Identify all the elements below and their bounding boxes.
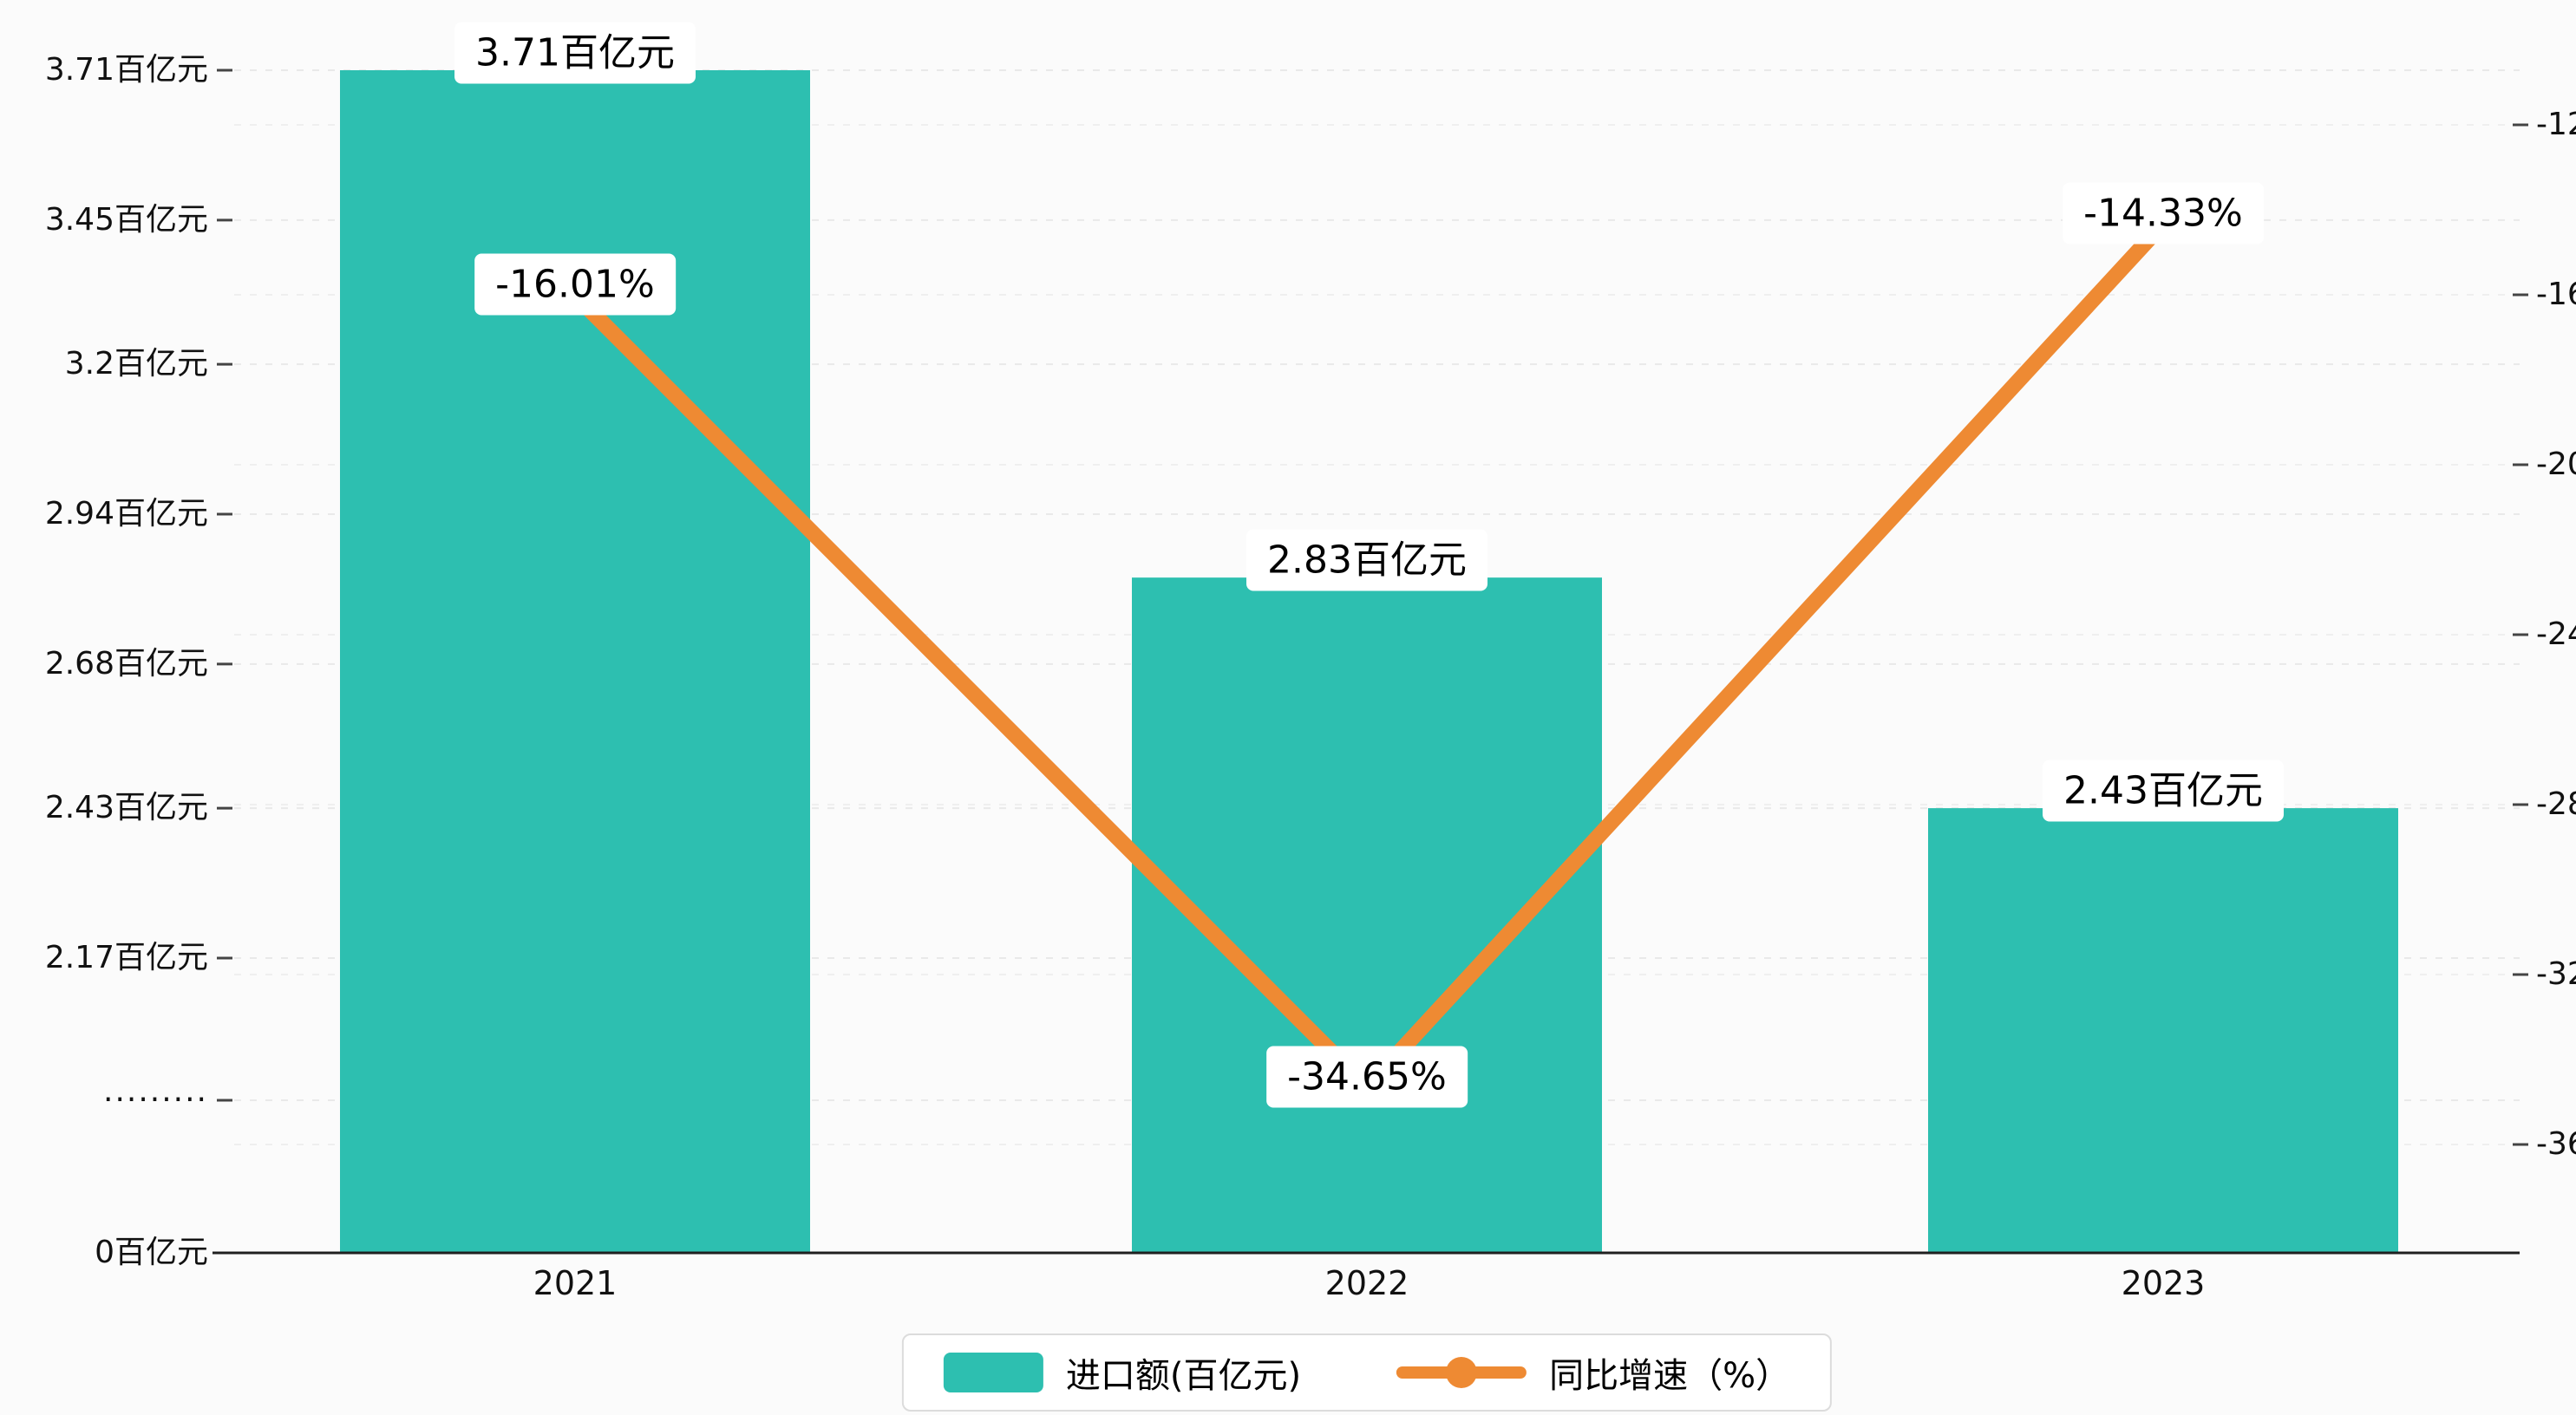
line-dot-icon	[1396, 1353, 1527, 1392]
right-axis-tick-label: -32	[2536, 956, 2576, 992]
right-axis-tick-label: -24	[2536, 616, 2576, 652]
legend: 进口额(百亿元) 同比增速（%）	[901, 1333, 1833, 1412]
left-axis-tick-label: 3.45百亿元	[44, 201, 208, 238]
left-axis-tick-label: 0百亿元	[95, 1235, 208, 1270]
legend-item-import-amount[interactable]: 进口额(百亿元)	[943, 1347, 1302, 1398]
bar-swatch-icon	[943, 1353, 1043, 1392]
bar-value-label: 2.83百亿元	[1246, 529, 1487, 591]
left-axis-tick-label: 2.43百亿元	[44, 790, 208, 826]
legend-label-growth-rate: 同比增速（%）	[1549, 1356, 1791, 1396]
left-axis-tick-label: 3.71百亿元	[44, 52, 208, 88]
right-axis-tick-label: -20	[2536, 447, 2576, 482]
bar-2023[interactable]	[1928, 808, 2398, 1253]
left-axis-tick-label: 2.17百亿元	[44, 940, 208, 975]
left-axis-tick-label: 2.94百亿元	[44, 496, 208, 531]
right-axis-tick-label: -28	[2536, 786, 2576, 822]
legend-label-import-amount: 进口额(百亿元)	[1065, 1356, 1302, 1396]
x-axis-label-2021: 2021	[533, 1264, 618, 1302]
left-axis-tick-label: 3.2百亿元	[64, 346, 208, 382]
legend-dot-shape	[1446, 1357, 1478, 1388]
left-axis-tick-label: ·········	[103, 1082, 208, 1118]
right-axis-tick-label: -12	[2536, 107, 2576, 142]
x-axis-label-2023: 2023	[2121, 1264, 2206, 1302]
bar-value-label: 3.71百亿元	[454, 22, 696, 84]
left-axis-tick-label: 2.68百亿元	[44, 645, 208, 681]
line-value-label: -34.65%	[1266, 1046, 1468, 1108]
bar-value-label: 2.43百亿元	[2043, 760, 2284, 822]
line-value-label: -16.01%	[474, 253, 676, 316]
right-axis-tick-label: -16	[2536, 277, 2576, 312]
x-axis-label-2022: 2022	[1324, 1264, 1409, 1302]
line-value-label: -14.33%	[2063, 182, 2264, 245]
right-axis-tick-label: -36	[2536, 1126, 2576, 1162]
legend-item-growth-rate[interactable]: 同比增速（%）	[1396, 1347, 1790, 1398]
